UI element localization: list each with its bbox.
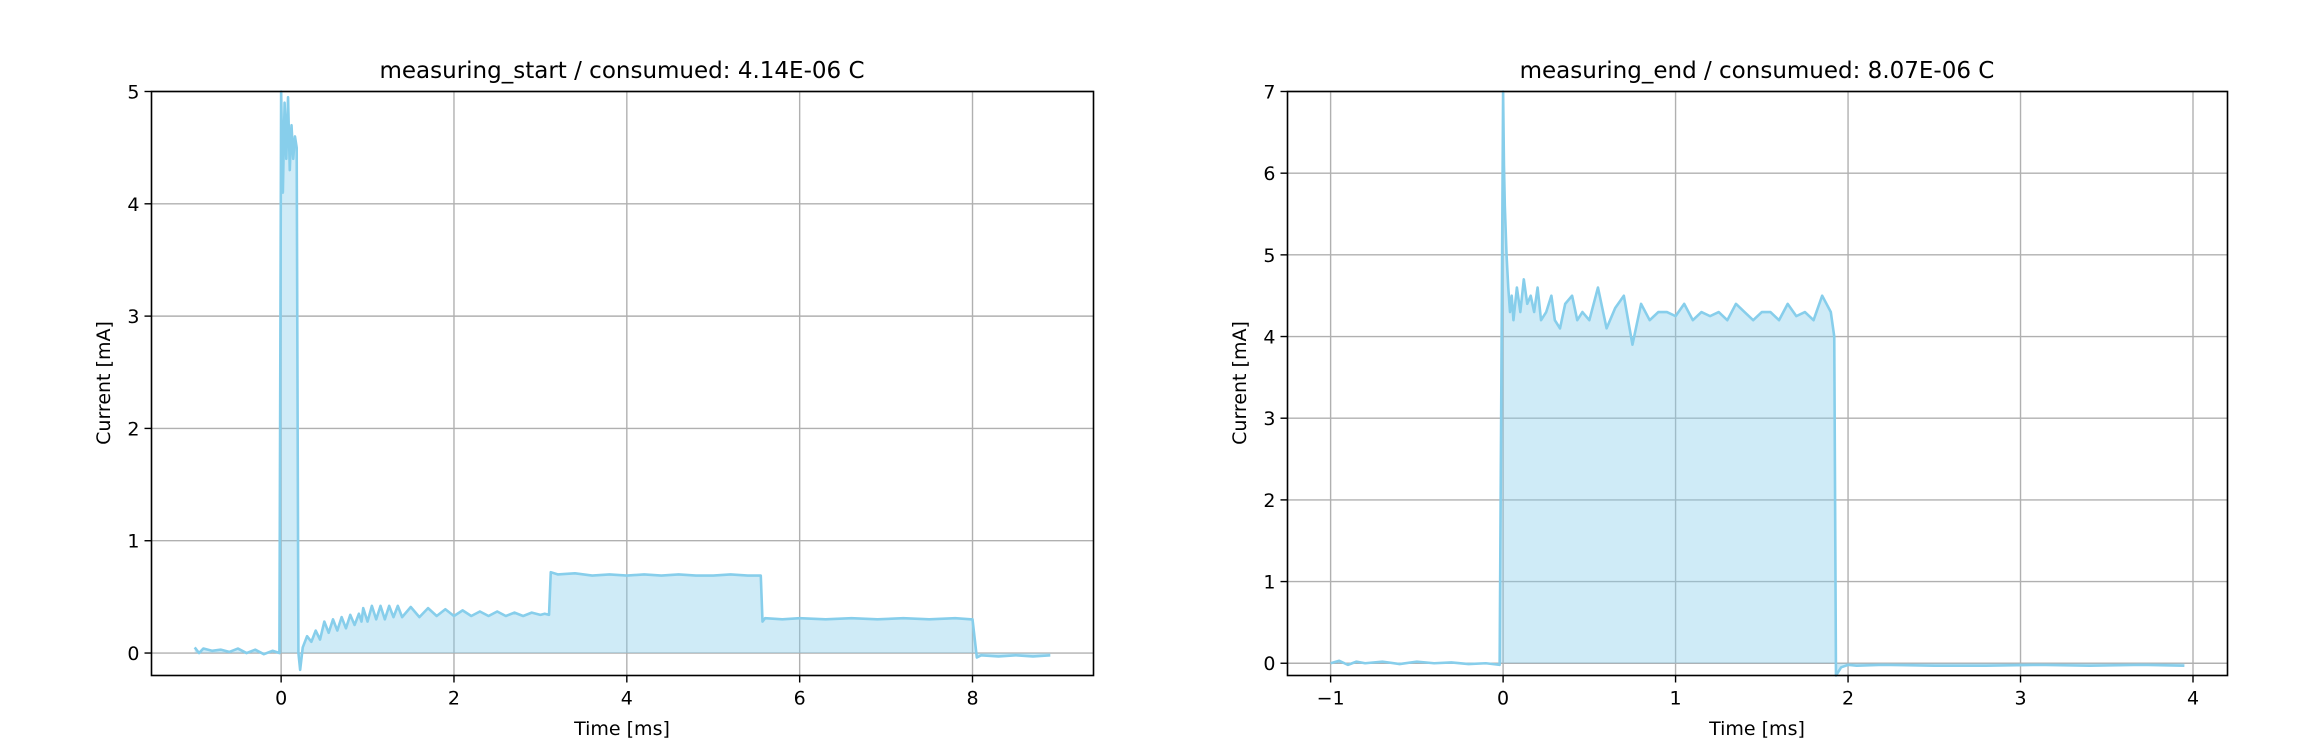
- chart-2-gridlines: [1287, 90, 2228, 676]
- chart-1-xtick-label: 8: [966, 688, 978, 710]
- chart-1-ytick-label: 3: [127, 306, 139, 328]
- chart-1-ticks: 0 2 4 6 8 0 1 2 3 4 5: [127, 82, 978, 710]
- chart-1-xlabel: Time [ms]: [573, 718, 670, 740]
- chart-2-ylabel: Current [mA]: [1229, 321, 1251, 445]
- chart-2-ytick-label: 4: [1263, 327, 1275, 349]
- chart-2-ticks: −1 0 1 2 3 4 0 1 2 3 4 5 6 7: [1263, 82, 2199, 710]
- chart-2-xtick-label: 2: [1842, 688, 1854, 710]
- chart-1-ytick-label: 5: [127, 82, 139, 104]
- chart-2-ytick-label: 2: [1263, 490, 1275, 512]
- chart-1-xtick-label: 0: [275, 688, 287, 710]
- chart-1-ytick-label: 1: [127, 531, 139, 553]
- chart-1-series-line: [193, 90, 1051, 672]
- chart-1-ytick-label: 0: [127, 643, 139, 665]
- chart-2-xlabel: Time [ms]: [1708, 718, 1805, 740]
- chart-2-ytick-label: 1: [1263, 572, 1275, 594]
- chart-2-ytick-label: 0: [1263, 653, 1275, 675]
- chart-1-ytick-label: 4: [127, 194, 139, 216]
- chart-2-title: measuring_end / consumued: 8.07E-06 C: [1520, 58, 1995, 84]
- chart-1-frame: [150, 90, 1095, 677]
- chart-2-xtick-label: 4: [2187, 688, 2199, 710]
- chart-measuring-end: measuring_end / consumued: 8.07E-06 C −1…: [1229, 58, 2229, 740]
- chart-2-series-line: [1330, 90, 2185, 677]
- chart-2-frame: [1286, 90, 2229, 677]
- chart-2-area: [1330, 90, 2185, 677]
- chart-1-title: measuring_start / consumued: 4.14E-06 C: [380, 58, 865, 84]
- chart-2-ytick-label: 5: [1263, 245, 1275, 267]
- chart-1-xtick-label: 4: [621, 688, 633, 710]
- chart-1-ylabel: Current [mA]: [93, 321, 115, 445]
- chart-2-xtick-label: −1: [1317, 688, 1345, 710]
- chart-2-area-fill: [1330, 91, 2185, 676]
- chart-1-ytick-label: 2: [127, 418, 139, 440]
- chart-1-area: [193, 90, 1051, 672]
- chart-2-xtick-label: 1: [1670, 688, 1682, 710]
- chart-1-xtick-label: 2: [448, 688, 460, 710]
- chart-2-xtick-label: 0: [1497, 688, 1509, 710]
- chart-2-xtick-label: 3: [2014, 688, 2026, 710]
- chart-measuring-start: measuring_start / consumued: 4.14E-06 C …: [93, 58, 1095, 740]
- chart-2-ytick-label: 6: [1263, 163, 1275, 185]
- chart-2-ytick-label: 7: [1263, 82, 1275, 104]
- chart-2-ytick-label: 3: [1263, 408, 1275, 430]
- chart-1-xtick-label: 6: [794, 688, 806, 710]
